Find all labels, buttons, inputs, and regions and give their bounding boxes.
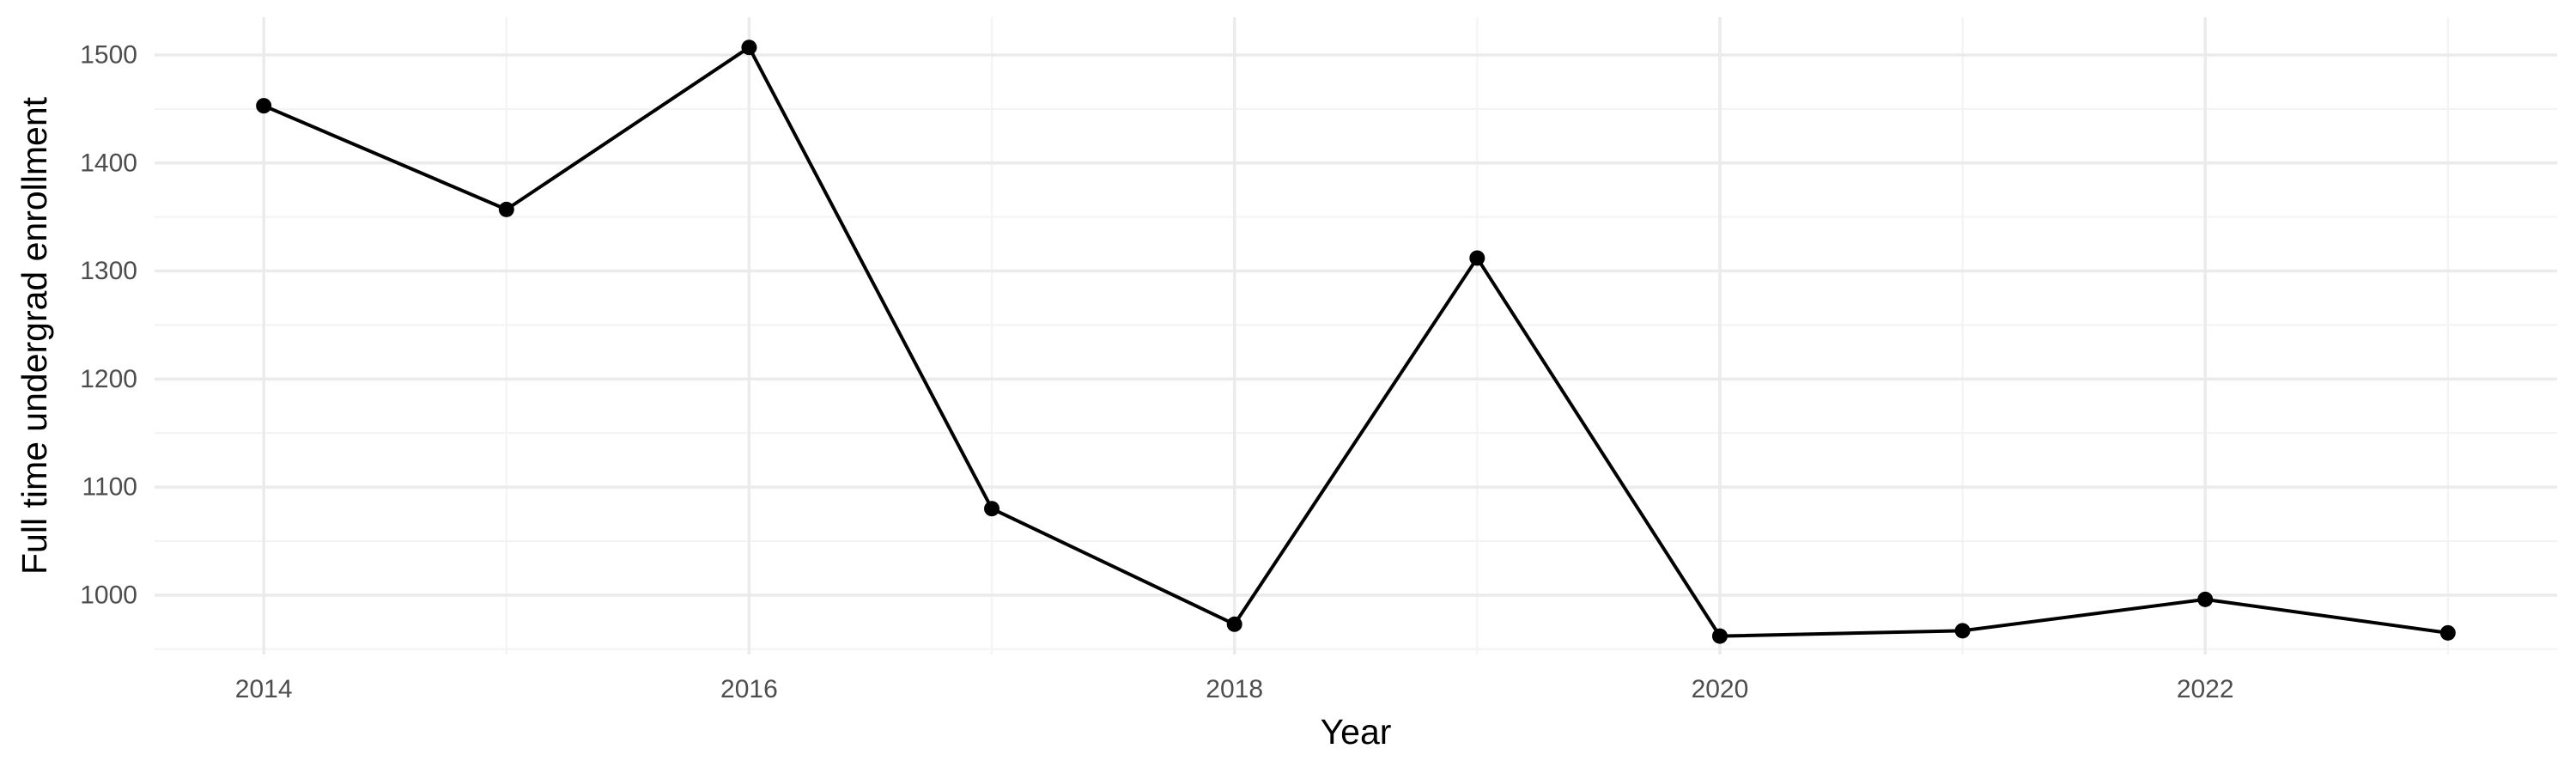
y-tick-label: 1000 xyxy=(80,581,137,609)
data-point xyxy=(256,98,272,114)
series-line xyxy=(263,46,2449,638)
y-tick-label: 1100 xyxy=(82,473,137,502)
data-point xyxy=(741,40,757,56)
data-point xyxy=(2197,591,2214,607)
series-line-layer xyxy=(263,46,2449,638)
series-points xyxy=(256,40,2456,644)
data-point xyxy=(1469,250,1485,266)
data-point xyxy=(1226,616,1242,632)
data-point xyxy=(1711,628,1728,644)
x-tick-label: 2018 xyxy=(1206,675,1263,703)
x-axis-title: Year xyxy=(1321,712,1392,752)
y-tick-label: 1200 xyxy=(80,365,137,393)
x-tick-label: 2016 xyxy=(720,675,778,703)
x-tick-label: 2020 xyxy=(1692,675,1749,703)
y-tick-label: 1300 xyxy=(80,257,137,285)
y-axis-tick-labels: 1000 1100 1200 1300 1400 1500 xyxy=(80,41,137,610)
data-point xyxy=(984,501,1000,517)
data-point xyxy=(2439,624,2456,641)
x-tick-label: 2014 xyxy=(235,675,293,703)
y-tick-label: 1400 xyxy=(80,149,137,177)
y-axis-title: Full time undergrad enrollment xyxy=(15,96,54,575)
data-point xyxy=(1954,623,1971,639)
x-tick-label: 2022 xyxy=(2177,675,2234,703)
y-tick-label: 1500 xyxy=(80,41,137,70)
grid-lines xyxy=(155,17,2557,654)
data-point xyxy=(498,201,514,217)
x-axis-tick-labels: 2014 2016 2018 2020 2022 xyxy=(235,675,2234,703)
